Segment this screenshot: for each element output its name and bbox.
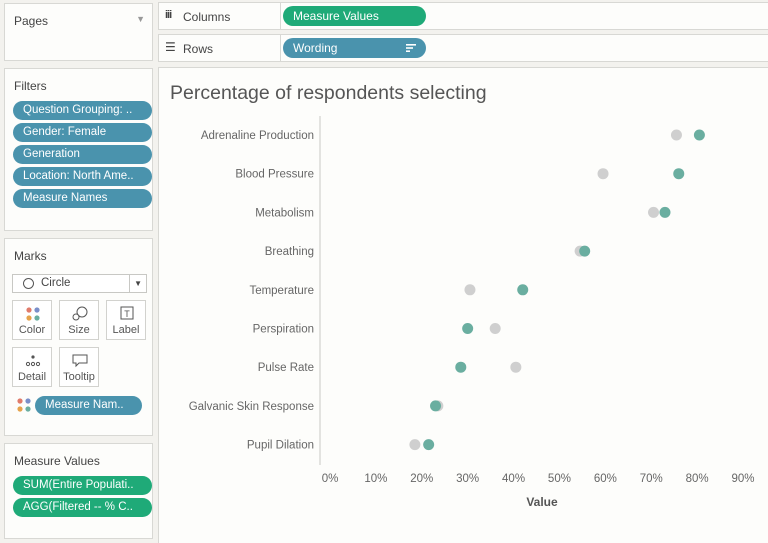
- dot-filtered[interactable]: [693, 129, 705, 141]
- y-tick-label: Breathing: [265, 246, 314, 258]
- y-tick-label: Perspiration: [253, 324, 314, 336]
- chart-title: Percentage of respondents selecting: [170, 82, 487, 104]
- dot-filtered[interactable]: [430, 400, 442, 412]
- measure-values-title: Measure Values: [14, 454, 100, 468]
- filter-pill-gender[interactable]: Gender: Female: [13, 123, 152, 142]
- measure-pill-filtered[interactable]: AGG(Filtered -- % C..: [13, 498, 152, 517]
- dropdown-divider: [129, 275, 130, 292]
- dot-entire-population[interactable]: [489, 323, 501, 334]
- y-tick-label: Pulse Rate: [258, 362, 314, 374]
- color-label: Color: [18, 324, 46, 336]
- label-button[interactable]: T Label: [106, 300, 146, 340]
- size-label: Size: [68, 324, 90, 336]
- dot-filtered[interactable]: [659, 206, 671, 218]
- dot-entire-population[interactable]: [670, 129, 682, 141]
- dot-entire-population[interactable]: [597, 168, 609, 180]
- dot-filtered[interactable]: [423, 439, 435, 451]
- y-tick-label: Adrenaline Production: [201, 130, 314, 142]
- sort-descending-icon: [406, 44, 416, 52]
- dot-filtered[interactable]: [673, 168, 685, 180]
- y-tick-label: Blood Pressure: [235, 169, 314, 181]
- x-tick-label: 60%: [594, 473, 617, 485]
- svg-text:T: T: [124, 309, 130, 319]
- size-icon: [72, 306, 88, 321]
- color-legend-icon: [17, 398, 31, 412]
- dot-entire-population[interactable]: [648, 206, 660, 218]
- columns-measure-values-pill[interactable]: Measure Values: [283, 6, 426, 26]
- circle-icon: [23, 278, 34, 289]
- tooltip-icon: [72, 354, 88, 368]
- dot-filtered[interactable]: [517, 284, 529, 296]
- color-icon: [26, 307, 40, 321]
- x-tick-label: 0%: [322, 473, 339, 485]
- x-tick-label: 30%: [456, 473, 479, 485]
- dot-filtered[interactable]: [455, 361, 467, 373]
- tooltip-label: Tooltip: [63, 371, 95, 383]
- rows-wording-pill[interactable]: Wording: [283, 38, 426, 58]
- mark-type-label: Circle: [41, 277, 71, 289]
- chevron-down-icon: ▼: [134, 279, 142, 288]
- dot-entire-population[interactable]: [510, 361, 522, 373]
- text-label-icon: T: [120, 306, 134, 320]
- color-measure-names-pill[interactable]: Measure Nam..: [35, 396, 142, 415]
- size-button[interactable]: Size: [59, 300, 99, 340]
- dot-filtered[interactable]: [462, 323, 474, 334]
- columns-shelf: iii Columns Measure Values: [158, 2, 768, 30]
- y-tick-label: Metabolism: [255, 207, 314, 219]
- y-tick-label: Galvanic Skin Response: [189, 401, 314, 413]
- marks-title: Marks: [14, 249, 47, 263]
- x-tick-label: 70%: [640, 473, 663, 485]
- rows-pill-label: Wording: [293, 41, 338, 55]
- rows-shelf: ☰ Rows Wording: [158, 34, 768, 62]
- detail-label: Detail: [17, 371, 47, 383]
- filter-pill-generation[interactable]: Generation: [13, 145, 152, 164]
- filters-panel: Filters Question Grouping: .. Gender: Fe…: [4, 68, 153, 231]
- filter-pill-measure-names[interactable]: Measure Names: [13, 189, 152, 208]
- detail-icon: [25, 355, 41, 367]
- color-button[interactable]: Color: [12, 300, 52, 340]
- shelf-divider: [280, 35, 281, 61]
- x-tick-label: 20%: [410, 473, 433, 485]
- x-axis-label: Value: [526, 495, 558, 509]
- y-tick-label: Pupil Dilation: [247, 440, 314, 452]
- detail-button[interactable]: Detail: [12, 347, 52, 387]
- filter-pill-location[interactable]: Location: North Ame..: [13, 167, 152, 186]
- x-tick-label: 10%: [364, 473, 387, 485]
- pages-title: Pages: [14, 14, 49, 28]
- columns-label: Columns: [183, 10, 231, 24]
- filters-title: Filters: [14, 79, 47, 93]
- y-tick-label: Temperature: [249, 285, 314, 297]
- tooltip-button[interactable]: Tooltip: [59, 347, 99, 387]
- chart-panel: [158, 67, 768, 543]
- dot-filtered[interactable]: [579, 245, 591, 257]
- mark-type-dropdown[interactable]: Circle ▼: [12, 274, 147, 293]
- x-tick-label: 40%: [502, 473, 525, 485]
- pages-panel: Pages ▼: [4, 3, 153, 61]
- rows-icon: ☰: [165, 40, 176, 54]
- marks-panel: Marks Circle ▼ Color Size T Label: [4, 238, 153, 436]
- columns-icon: iii: [165, 9, 172, 21]
- filter-pill-question-grouping[interactable]: Question Grouping: ..: [13, 101, 152, 120]
- x-tick-label: 50%: [548, 473, 571, 485]
- x-tick-label: 80%: [686, 473, 709, 485]
- chevron-down-icon[interactable]: ▼: [136, 14, 145, 24]
- measure-pill-entire-population[interactable]: SUM(Entire Populati..: [13, 476, 152, 495]
- rows-label: Rows: [183, 42, 214, 56]
- dot-entire-population[interactable]: [464, 284, 476, 296]
- measure-values-panel: Measure Values SUM(Entire Populati.. AGG…: [4, 443, 153, 539]
- label-label: Label: [112, 324, 140, 336]
- dot-entire-population[interactable]: [409, 439, 421, 451]
- shelf-divider: [280, 3, 281, 29]
- x-tick-label: 90%: [731, 473, 754, 485]
